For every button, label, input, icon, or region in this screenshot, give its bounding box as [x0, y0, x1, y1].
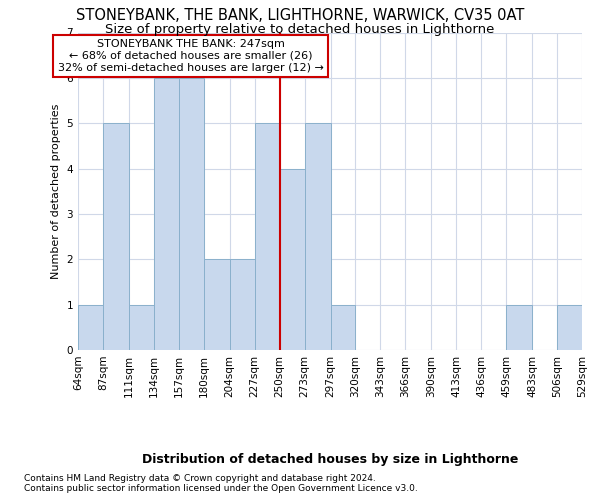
Bar — [103, 123, 129, 350]
Bar — [506, 304, 532, 350]
Bar — [331, 304, 355, 350]
Text: STONEYBANK, THE BANK, LIGHTHORNE, WARWICK, CV35 0AT: STONEYBANK, THE BANK, LIGHTHORNE, WARWIC… — [76, 8, 524, 22]
Bar — [280, 168, 305, 350]
Text: Contains HM Land Registry data © Crown copyright and database right 2024.: Contains HM Land Registry data © Crown c… — [24, 474, 376, 483]
Bar — [230, 260, 254, 350]
Bar — [204, 260, 230, 350]
Bar — [254, 123, 280, 350]
Bar — [78, 304, 103, 350]
Bar — [129, 304, 154, 350]
Bar — [305, 123, 331, 350]
Text: Contains public sector information licensed under the Open Government Licence v3: Contains public sector information licen… — [24, 484, 418, 493]
Text: Size of property relative to detached houses in Lighthorne: Size of property relative to detached ho… — [106, 22, 494, 36]
Bar — [557, 304, 582, 350]
Bar — [179, 78, 204, 350]
Text: STONEYBANK THE BANK: 247sqm
← 68% of detached houses are smaller (26)
32% of sem: STONEYBANK THE BANK: 247sqm ← 68% of det… — [58, 40, 323, 72]
X-axis label: Distribution of detached houses by size in Lighthorne: Distribution of detached houses by size … — [142, 452, 518, 466]
Y-axis label: Number of detached properties: Number of detached properties — [51, 104, 61, 279]
Bar — [154, 78, 179, 350]
